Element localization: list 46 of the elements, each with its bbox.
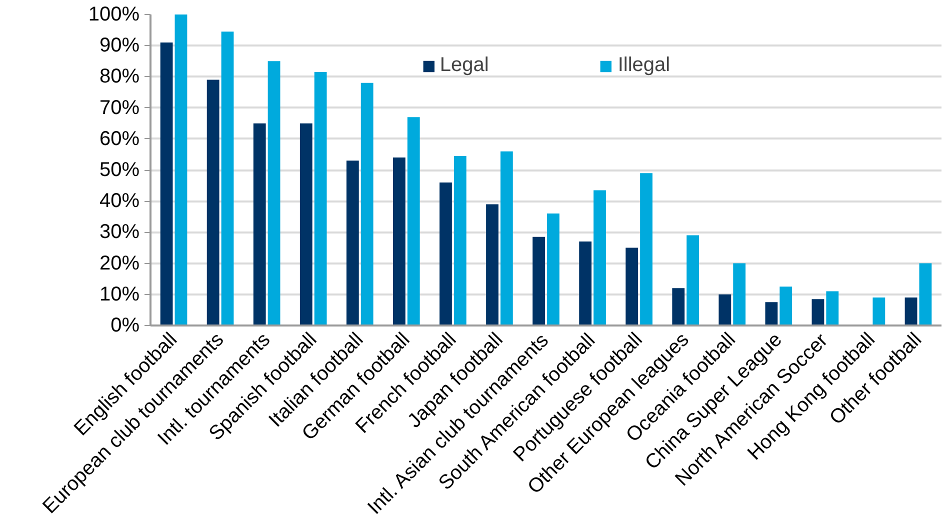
bar (454, 156, 466, 326)
bar (532, 236, 545, 326)
bar (486, 204, 498, 326)
bar (733, 263, 746, 326)
bar (500, 151, 513, 326)
y-tick-label: 100% (88, 4, 140, 26)
bar (765, 302, 778, 326)
bar (160, 42, 173, 326)
bar (314, 72, 327, 326)
bar (919, 263, 932, 326)
y-tick-label: 80% (99, 66, 140, 88)
bar (904, 298, 918, 326)
bar (268, 61, 280, 326)
bar (174, 14, 188, 326)
y-tick-label: 20% (99, 252, 140, 274)
bar (346, 160, 359, 326)
bar (206, 80, 220, 326)
y-tick-label: 30% (99, 221, 140, 244)
bar (253, 123, 266, 326)
y-tick-label: 0% (110, 314, 140, 336)
bar (718, 294, 732, 326)
bar (221, 32, 234, 326)
bar (780, 286, 792, 326)
y-tick-label: 90% (99, 34, 140, 57)
legend-label: Illegal (618, 54, 670, 77)
bar (686, 235, 700, 326)
bar (872, 298, 886, 326)
bar (300, 123, 312, 326)
bar (407, 117, 420, 326)
bar (826, 291, 839, 326)
y-tick-label: 50% (99, 159, 140, 181)
bar (392, 158, 406, 326)
bar (626, 248, 638, 326)
y-tick-label: 60% (99, 128, 140, 150)
y-tick-label: 70% (99, 96, 140, 119)
bar (547, 214, 560, 326)
bar (579, 242, 592, 326)
y-tick-label: 10% (99, 283, 140, 306)
bar (440, 182, 452, 326)
legend-label: Legal (440, 54, 489, 77)
y-tick-label: 40% (99, 190, 140, 212)
bar (812, 299, 824, 326)
bar (594, 190, 606, 326)
bar (640, 173, 652, 326)
bar (360, 82, 374, 326)
bar (672, 288, 685, 326)
